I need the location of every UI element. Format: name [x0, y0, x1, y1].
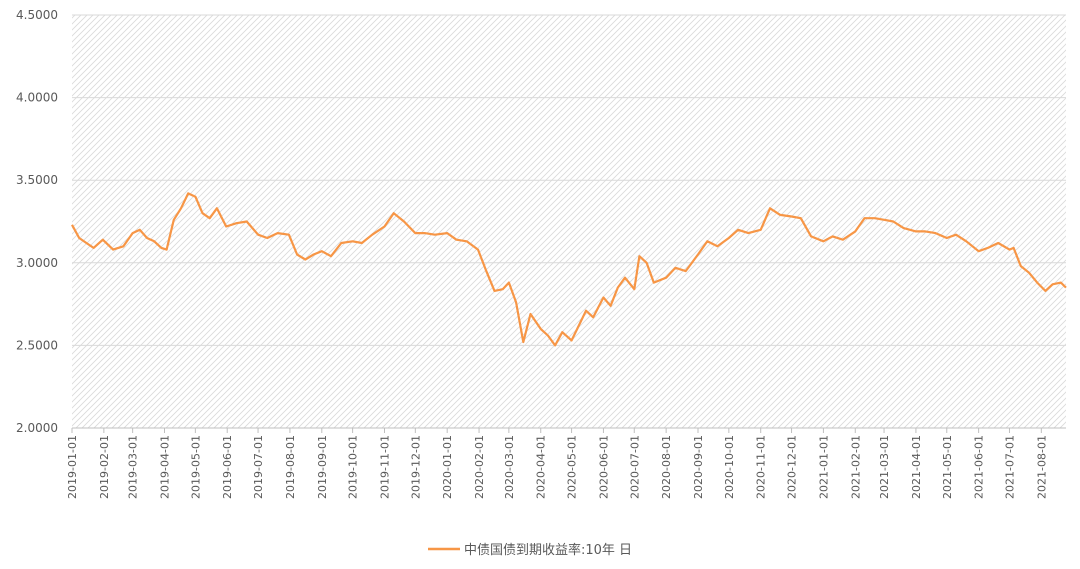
- x-tick-label: 2019-05-01: [189, 435, 202, 499]
- series-line: [71, 192, 1067, 347]
- y-tick-label: 2.0000: [16, 421, 58, 435]
- x-tick-label: 2020-08-01: [660, 435, 673, 499]
- x-tick-label: 2020-06-01: [597, 435, 610, 499]
- x-tick-label: 2020-04-01: [535, 435, 548, 499]
- x-tick-label: 2021-02-01: [849, 435, 862, 499]
- x-tick-label: 2020-07-01: [628, 435, 641, 499]
- x-tick-label: 2021-05-01: [941, 435, 954, 499]
- x-tick-label: 2019-04-01: [159, 435, 172, 499]
- x-tick-label: 2019-09-01: [316, 435, 329, 499]
- y-tick-label: 4.5000: [16, 8, 58, 22]
- gridlines: [72, 14, 1066, 346]
- legend: 中债国债到期收益率:10年 日: [428, 542, 632, 558]
- x-tick-label: 2020-05-01: [566, 435, 579, 499]
- plot-area-background: [72, 15, 1066, 428]
- x-tick-label: 2020-01-01: [441, 435, 454, 499]
- x-axis: 2019-01-01 2019-02-01 2019-03-01 2019-04-01…: [66, 427, 1066, 499]
- x-tick-label: 2019-12-01: [409, 435, 422, 499]
- y-axis: 2.0000 2.5000 3.0000 3.5000 4.0000 4.5000: [16, 8, 58, 435]
- x-tick-label: 2021-08-01: [1035, 435, 1048, 499]
- x-tick-label: 2019-07-01: [252, 435, 265, 499]
- x-tick-label: 2021-03-01: [878, 435, 891, 499]
- x-tick-label: 2020-11-01: [755, 435, 768, 499]
- x-tick-label: 2019-06-01: [221, 435, 234, 499]
- x-tick-label: 2019-08-01: [284, 435, 297, 499]
- x-tick-label: 2019-03-01: [127, 435, 140, 499]
- x-tick-label: 2021-07-01: [1003, 435, 1016, 499]
- y-tick-label: 2.5000: [16, 338, 58, 352]
- y-tick-label: 3.0000: [16, 256, 58, 270]
- legend-series-label: 中债国债到期收益率:10年 日: [464, 542, 632, 558]
- y-tick-label: 3.5000: [16, 173, 58, 187]
- x-tick-label: 2020-03-01: [503, 435, 516, 499]
- x-tick-label: 2020-02-01: [473, 435, 486, 499]
- x-tick-label: 2021-06-01: [973, 435, 986, 499]
- series-group: [71, 192, 1067, 347]
- x-tick-label: 2020-12-01: [786, 435, 799, 499]
- x-tick-label: 2020-10-01: [723, 435, 736, 499]
- x-tick-label: 2019-10-01: [347, 435, 360, 499]
- y-tick-label: 4.0000: [16, 91, 58, 105]
- x-tick-label: 2019-11-01: [378, 435, 391, 499]
- x-tick-label: 2021-04-01: [910, 435, 923, 499]
- x-tick-label: 2020-09-01: [692, 435, 705, 499]
- x-tick-label: 2019-02-01: [98, 435, 111, 499]
- x-tick-label: 2019-01-01: [66, 435, 79, 499]
- x-tick-label: 2021-01-01: [817, 435, 830, 499]
